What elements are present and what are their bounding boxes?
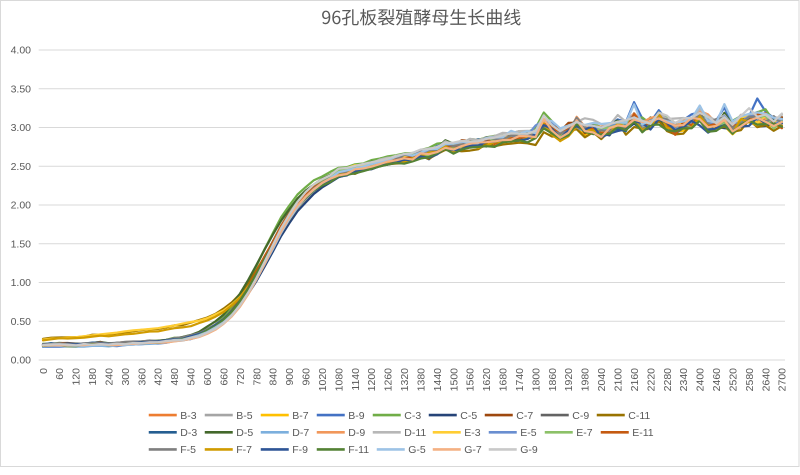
svg-text:G-9: G-9 — [520, 444, 538, 456]
svg-text:1560: 1560 — [465, 368, 477, 392]
svg-text:2.00: 2.00 — [11, 200, 32, 212]
svg-text:1200: 1200 — [366, 368, 378, 392]
svg-text:960: 960 — [301, 368, 313, 386]
svg-text:360: 360 — [136, 368, 148, 386]
svg-text:2220: 2220 — [645, 368, 657, 392]
svg-text:E-3: E-3 — [464, 427, 481, 439]
svg-text:240: 240 — [104, 368, 116, 386]
svg-text:2700: 2700 — [777, 368, 789, 392]
svg-text:900: 900 — [284, 368, 296, 386]
svg-text:B-5: B-5 — [236, 410, 253, 422]
svg-text:660: 660 — [218, 368, 230, 386]
svg-text:1260: 1260 — [383, 368, 395, 392]
svg-text:D-5: D-5 — [236, 427, 253, 439]
svg-text:G-7: G-7 — [464, 444, 482, 456]
svg-text:1080: 1080 — [333, 368, 345, 392]
svg-text:2520: 2520 — [727, 368, 739, 392]
svg-text:0: 0 — [38, 368, 50, 374]
svg-text:2160: 2160 — [629, 368, 641, 392]
svg-text:D-3: D-3 — [180, 427, 197, 439]
svg-text:D-7: D-7 — [292, 427, 309, 439]
svg-text:1740: 1740 — [514, 368, 526, 392]
svg-text:600: 600 — [202, 368, 214, 386]
svg-text:720: 720 — [235, 368, 247, 386]
svg-text:2460: 2460 — [711, 368, 723, 392]
svg-text:1320: 1320 — [399, 368, 411, 392]
svg-text:1.50: 1.50 — [11, 238, 32, 250]
svg-text:420: 420 — [153, 368, 165, 386]
svg-text:C-7: C-7 — [516, 410, 533, 422]
svg-text:2580: 2580 — [744, 368, 756, 392]
svg-text:1.00: 1.00 — [11, 277, 32, 289]
svg-text:2640: 2640 — [760, 368, 772, 392]
svg-text:1980: 1980 — [580, 368, 592, 392]
svg-text:3.00: 3.00 — [11, 122, 32, 134]
svg-text:1680: 1680 — [498, 368, 510, 392]
svg-text:C-11: C-11 — [628, 410, 650, 422]
svg-text:F-11: F-11 — [348, 444, 369, 456]
svg-text:0.00: 0.00 — [11, 355, 32, 367]
svg-text:1380: 1380 — [416, 368, 428, 392]
svg-text:B-3: B-3 — [180, 410, 197, 422]
svg-text:E-7: E-7 — [576, 427, 593, 439]
svg-text:1440: 1440 — [432, 368, 444, 392]
svg-text:1140: 1140 — [350, 368, 362, 391]
svg-text:C-3: C-3 — [404, 410, 421, 422]
svg-text:540: 540 — [186, 368, 198, 386]
svg-text:E-11: E-11 — [632, 427, 654, 439]
svg-text:E-5: E-5 — [520, 427, 537, 439]
svg-text:0.50: 0.50 — [11, 316, 32, 328]
svg-text:1920: 1920 — [563, 368, 575, 392]
svg-text:1020: 1020 — [317, 368, 329, 392]
svg-text:1620: 1620 — [481, 368, 493, 392]
svg-text:2040: 2040 — [596, 368, 608, 392]
svg-text:780: 780 — [251, 368, 263, 386]
svg-text:F-5: F-5 — [180, 444, 196, 456]
svg-text:1500: 1500 — [448, 368, 460, 392]
svg-text:B-9: B-9 — [348, 410, 365, 422]
svg-text:C-9: C-9 — [572, 410, 589, 422]
svg-text:D-9: D-9 — [348, 427, 365, 439]
svg-text:2100: 2100 — [613, 368, 625, 392]
svg-text:D-11: D-11 — [404, 427, 426, 439]
svg-text:F-9: F-9 — [292, 444, 308, 456]
svg-text:60: 60 — [54, 368, 66, 380]
svg-text:2.50: 2.50 — [11, 161, 32, 173]
svg-text:1860: 1860 — [547, 368, 559, 392]
svg-text:G-5: G-5 — [408, 444, 426, 456]
svg-text:3.50: 3.50 — [11, 83, 32, 95]
svg-text:F-7: F-7 — [236, 444, 252, 456]
svg-text:300: 300 — [120, 368, 132, 386]
svg-text:C-5: C-5 — [460, 410, 477, 422]
svg-text:2400: 2400 — [695, 368, 707, 392]
svg-text:B-7: B-7 — [292, 410, 309, 422]
svg-text:480: 480 — [169, 368, 181, 386]
svg-text:840: 840 — [268, 368, 280, 386]
svg-text:4.00: 4.00 — [11, 45, 32, 57]
svg-text:1800: 1800 — [530, 368, 542, 392]
svg-text:120: 120 — [71, 368, 83, 386]
svg-text:180: 180 — [87, 368, 99, 386]
svg-text:2280: 2280 — [662, 368, 674, 392]
svg-text:2340: 2340 — [678, 368, 690, 392]
